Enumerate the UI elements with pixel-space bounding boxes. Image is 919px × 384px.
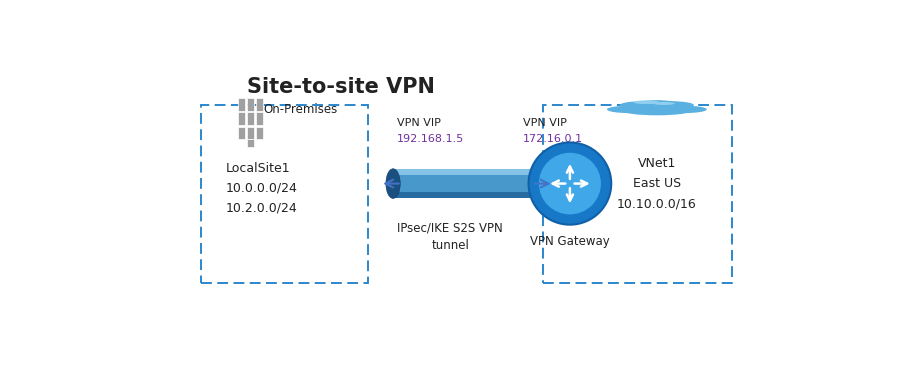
FancyBboxPatch shape	[255, 98, 263, 111]
FancyBboxPatch shape	[392, 169, 542, 199]
Text: VPN Gateway: VPN Gateway	[529, 235, 609, 248]
Text: 172.16.0.1: 172.16.0.1	[522, 134, 583, 144]
Ellipse shape	[528, 142, 610, 225]
Ellipse shape	[386, 169, 400, 199]
Text: VNet1
East US
10.10.0.0/16: VNet1 East US 10.10.0.0/16	[617, 157, 696, 210]
Text: Site-to-site VPN: Site-to-site VPN	[246, 77, 435, 97]
FancyBboxPatch shape	[255, 112, 263, 125]
FancyBboxPatch shape	[246, 126, 254, 139]
FancyBboxPatch shape	[255, 126, 263, 139]
Ellipse shape	[652, 102, 674, 105]
Ellipse shape	[619, 101, 667, 109]
Text: 192.168.1.5: 192.168.1.5	[396, 134, 463, 144]
Ellipse shape	[645, 101, 693, 109]
Ellipse shape	[638, 100, 675, 106]
Text: VPN VIP: VPN VIP	[522, 118, 566, 128]
Ellipse shape	[622, 106, 690, 115]
FancyBboxPatch shape	[237, 126, 244, 139]
FancyBboxPatch shape	[392, 169, 542, 175]
Ellipse shape	[632, 100, 658, 104]
FancyBboxPatch shape	[237, 98, 244, 111]
FancyBboxPatch shape	[246, 98, 254, 111]
Ellipse shape	[661, 106, 706, 113]
Ellipse shape	[535, 169, 550, 199]
FancyBboxPatch shape	[392, 192, 542, 199]
Ellipse shape	[607, 106, 652, 113]
FancyBboxPatch shape	[246, 139, 254, 147]
Text: IPsec/IKE S2S VPN
tunnel: IPsec/IKE S2S VPN tunnel	[397, 221, 503, 252]
Text: LocalSite1
10.0.0.0/24
10.2.0.0/24: LocalSite1 10.0.0.0/24 10.2.0.0/24	[225, 162, 297, 215]
FancyBboxPatch shape	[246, 112, 254, 125]
FancyBboxPatch shape	[237, 112, 244, 125]
Text: On-Premises: On-Premises	[263, 103, 337, 116]
Ellipse shape	[539, 153, 600, 214]
Text: VPN VIP: VPN VIP	[396, 118, 440, 128]
